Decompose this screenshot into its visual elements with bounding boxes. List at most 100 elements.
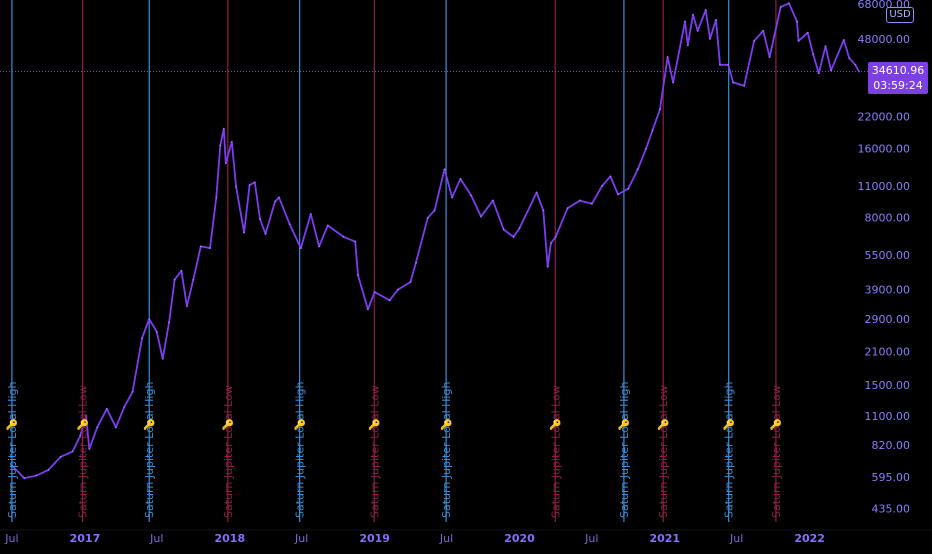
vertical-marker-label: Saturn Jupiter Local High <box>723 382 736 518</box>
x-tick-label: 2018 <box>214 532 245 545</box>
price-point <box>105 407 108 410</box>
vertical-marker-label: Saturn Jupiter Local High <box>440 382 453 518</box>
price-point <box>743 84 746 87</box>
price-point <box>842 39 845 41</box>
currency-badge[interactable]: USD <box>886 7 914 23</box>
price-point <box>161 357 164 360</box>
price-point <box>719 63 721 66</box>
vertical-marker-label: Saturn Jupiter Local High <box>6 382 19 518</box>
key-icon: 🔑 <box>549 418 562 431</box>
x-tick-label: Jul <box>584 532 598 545</box>
price-point <box>443 168 446 171</box>
price-point <box>373 291 376 293</box>
price-point <box>854 63 857 66</box>
price-point <box>659 108 661 111</box>
y-tick-label: 1100.00 <box>865 410 911 423</box>
price-point <box>578 199 581 202</box>
price-point <box>299 247 302 250</box>
price-point <box>278 196 280 199</box>
price-point <box>59 455 62 458</box>
price-point <box>222 127 225 130</box>
price-point <box>566 207 569 210</box>
price-point <box>131 390 134 393</box>
price-point <box>806 31 809 34</box>
price-point <box>318 245 321 248</box>
price-point <box>264 233 267 235</box>
price-point <box>141 337 143 339</box>
price-point <box>168 321 170 324</box>
key-icon: 🔑 <box>77 418 90 431</box>
price-point <box>88 448 91 450</box>
x-tick-label: Jul <box>729 532 743 545</box>
price-point <box>354 240 357 243</box>
price-point <box>848 57 851 60</box>
price-point <box>433 209 436 212</box>
price-point <box>388 299 391 302</box>
price-point <box>549 242 552 245</box>
price-point <box>732 81 734 84</box>
key-icon: 🔑 <box>440 418 453 431</box>
price-point <box>459 177 462 180</box>
x-tick-label: Jul <box>294 532 308 545</box>
price-point <box>797 39 800 42</box>
key-icon: 🔑 <box>294 418 307 431</box>
price-point <box>253 181 256 184</box>
price-point <box>209 247 211 250</box>
price-point <box>812 53 815 56</box>
y-tick-label: 435.00 <box>872 502 911 515</box>
price-point <box>788 2 790 5</box>
y-tick-label: 2900.00 <box>865 313 911 326</box>
vertical-marker-label: Saturn Jupiter Local Low <box>657 385 670 518</box>
price-point <box>546 265 549 268</box>
price-point <box>342 236 345 238</box>
price-point <box>651 129 654 132</box>
price-point <box>768 56 771 58</box>
vertical-marker-label: Saturn Jupiter Local High <box>143 382 156 518</box>
price-point <box>666 56 669 58</box>
price-point <box>426 216 429 219</box>
x-tick-label: 2020 <box>504 532 535 545</box>
y-tick-label: 3900.00 <box>865 283 911 296</box>
price-point <box>727 63 730 66</box>
x-axis: Jul 2017 Jul 2018 Jul 2019 Jul 2020 Jul 2021 Jul 20… <box>0 529 932 545</box>
price-point <box>696 29 699 32</box>
price-point <box>470 194 473 197</box>
x-tick-label: Jul <box>149 532 163 545</box>
price-point <box>180 269 183 272</box>
price-point <box>535 191 538 194</box>
y-tick-label: 2100.00 <box>865 345 911 358</box>
price-point <box>590 202 593 205</box>
last-price-label: 34610.96 03:59:24 <box>868 62 928 94</box>
price-point <box>451 196 453 199</box>
price-point <box>686 44 689 47</box>
vertical-marker-label: Saturn Jupiter Local Low <box>770 385 783 518</box>
price-point <box>224 162 227 165</box>
y-tick-label: 16000.00 <box>858 142 911 155</box>
y-tick-label: 48000.00 <box>858 33 911 46</box>
price-point <box>173 278 176 281</box>
vertical-marker-label: Saturn Jupiter Local Low <box>549 385 562 518</box>
price-point <box>186 305 188 308</box>
price-point <box>415 261 417 264</box>
price-series <box>11 2 860 480</box>
price-point <box>219 144 222 147</box>
price-point <box>480 215 482 218</box>
y-tick-label: 68000.00 <box>858 0 911 11</box>
price-point <box>230 140 233 143</box>
key-icon: 🔑 <box>368 418 381 431</box>
countdown-timer: 03:59:24 <box>873 79 923 92</box>
vertical-markers <box>11 0 777 522</box>
vertical-marker-label: Saturn Jupiter Local High <box>618 382 631 518</box>
price-point <box>357 274 359 277</box>
price-point <box>23 477 26 479</box>
price-point <box>155 330 158 333</box>
price-point <box>367 308 369 311</box>
y-tick-label: 1500.00 <box>865 379 911 392</box>
price-point <box>502 228 505 231</box>
key-icon: 🔑 <box>222 418 235 431</box>
y-tick-label: 11000.00 <box>858 180 911 193</box>
x-tick-label: Jul <box>4 532 18 545</box>
vertical-marker-label: Saturn Jupiter Local Low <box>77 385 90 518</box>
